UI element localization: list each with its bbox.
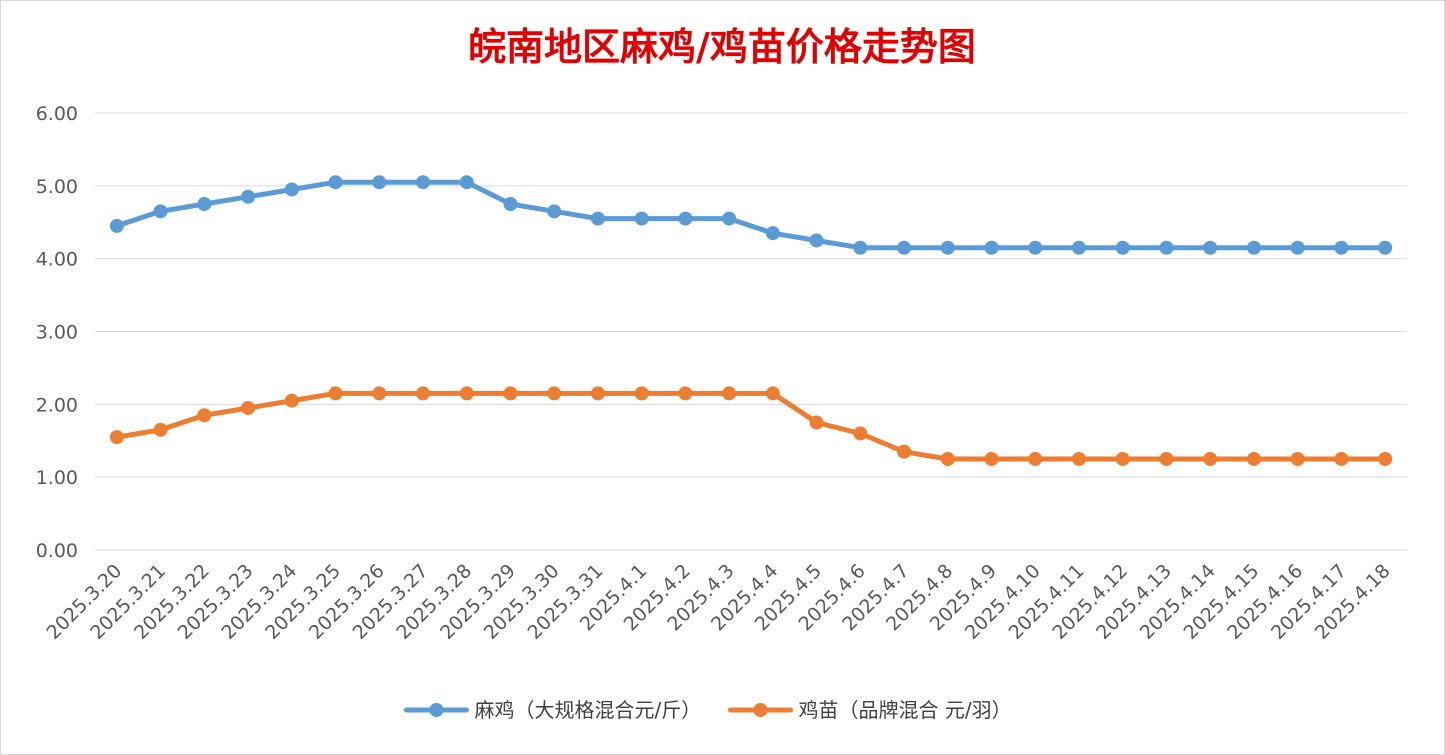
data-point [897,240,912,255]
series-layer [109,175,1393,466]
data-point [372,175,387,190]
series-2 [109,386,1393,466]
data-point [1159,240,1174,255]
y-tick-label: 6.00 [36,103,78,125]
data-point [765,226,780,241]
data-point [590,211,605,226]
data-point [153,422,168,437]
data-point [853,240,868,255]
data-point [1290,240,1305,255]
data-point [459,386,474,401]
data-point [416,386,430,401]
y-axis-ticks: 0.00 1.00 2.00 3.00 4.00 5.00 6.00 [36,103,78,562]
data-point [197,408,212,423]
data-point [1072,451,1086,466]
data-point [1115,240,1130,255]
y-tick-label: 2.00 [36,394,78,416]
data-point [678,211,693,226]
data-point [940,451,955,466]
series-line [114,390,1388,462]
data-point [284,393,299,408]
data-point [678,386,693,401]
data-point [1028,240,1043,255]
y-tick-label: 3.00 [36,322,78,344]
data-point [722,386,737,401]
series-1 [109,175,1393,255]
data-point [197,197,212,212]
legend-label: 鸡苗（品牌混合 元/羽） [799,698,1012,722]
data-point [503,197,518,212]
data-point [1246,240,1261,255]
data-point [984,451,999,466]
data-point [722,211,737,226]
data-point [765,386,780,401]
data-point [1203,451,1218,466]
data-point [328,175,343,190]
legend-marker [753,703,768,717]
data-point [634,386,649,401]
data-point [1378,451,1393,466]
data-point [153,204,168,219]
data-point [1115,451,1130,466]
data-point [241,400,256,415]
y-tick-label: 4.00 [36,249,78,271]
legend: 麻鸡（大规格混合元/斤） 鸡苗（品牌混合 元/羽） [404,698,1012,722]
data-point [1028,451,1043,466]
data-point [809,233,824,248]
data-point [1334,240,1349,255]
legend-item-2: 鸡苗（品牌混合 元/羽） [728,698,1012,722]
data-point [1246,451,1261,466]
data-point [1072,240,1086,255]
y-tick-label: 0.00 [36,540,78,562]
data-point [1203,240,1218,255]
data-point [284,182,299,197]
y-tick-label: 5.00 [36,176,78,198]
data-point [416,175,430,190]
data-point [241,189,256,204]
chart-title: 皖南地区麻鸡/鸡苗价格走势图 [468,24,976,69]
data-point [1334,451,1349,466]
data-point [590,386,605,401]
data-point [109,430,124,445]
data-point [984,240,999,255]
data-point [547,204,562,219]
data-point [1290,451,1305,466]
data-point [372,386,387,401]
series-line [114,179,1388,251]
data-point [853,426,868,441]
legend-label: 麻鸡（大规格混合元/斤） [475,698,702,722]
legend-marker [429,703,444,717]
data-point [897,444,912,459]
y-tick-label: 1.00 [36,467,78,489]
data-point [634,211,649,226]
data-point [109,218,124,233]
data-point [1378,240,1393,255]
data-point [547,386,562,401]
data-point [328,386,343,401]
data-point [459,175,474,190]
data-point [809,415,824,430]
data-point [940,240,955,255]
data-point [1159,451,1174,466]
legend-item-1: 麻鸡（大规格混合元/斤） [404,698,702,722]
data-point [503,386,518,401]
